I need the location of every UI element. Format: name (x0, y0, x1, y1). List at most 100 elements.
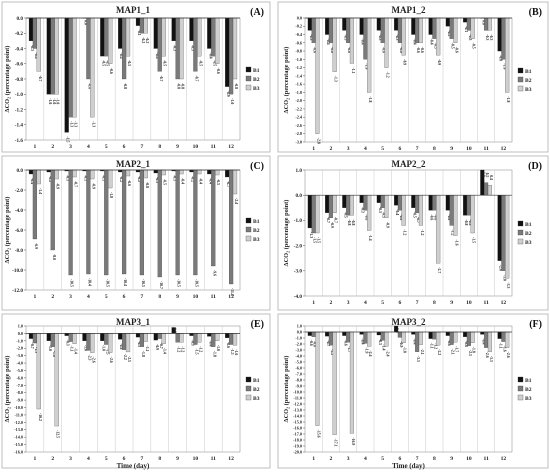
y-tick-label: -14.0 (293, 413, 302, 418)
bar-b1-day-2 (47, 333, 51, 340)
data-label: -0.8 (177, 83, 181, 89)
y-tick-label: -15.0 (293, 419, 302, 424)
x-tick-label: 9 (176, 456, 179, 462)
bar-b2-day-4 (363, 332, 367, 343)
data-label: -10.5 (194, 279, 198, 287)
x-tick-label: 6 (398, 146, 401, 152)
x-tick-label: 6 (398, 300, 401, 306)
data-label: -1.1 (351, 67, 355, 73)
data-label: -1.8 (368, 96, 372, 102)
y-tick-label: -2.0 (16, 346, 23, 351)
data-label: -1.0 (48, 98, 52, 104)
x-tick-label: 5 (381, 456, 384, 462)
bar-b1-day-1 (29, 18, 33, 41)
y-axis-title: ΔCO₂ (percentage point) (283, 47, 290, 114)
bar-b1-day-9 (446, 195, 450, 210)
legend-swatch-b2 (246, 76, 251, 81)
x-tick-label: 8 (158, 144, 161, 150)
bar-b1-day-8 (429, 195, 433, 210)
bar-b2-day-10 (467, 18, 471, 30)
y-tick-label: 1.0 (297, 323, 302, 328)
bar-b2-day-2 (51, 333, 55, 346)
data-label: 1.0 (481, 172, 485, 177)
bar-b2-day-1 (312, 195, 316, 233)
bar-b1-day-4 (360, 195, 364, 203)
panel-title: MAP1_1 (116, 5, 150, 15)
bar-b1-day-12 (225, 18, 229, 87)
y-tick-label: -1.2 (15, 107, 24, 113)
bar-b1-day-7 (136, 333, 140, 337)
data-label: -10.4 (123, 278, 127, 286)
bar-b1-day-5 (377, 195, 381, 203)
data-label: -1.8 (212, 351, 216, 357)
data-label: -12.5 (56, 430, 60, 438)
bar-b2-day-11 (211, 333, 215, 346)
bar-b3-day-12 (505, 18, 509, 92)
bar-b3-day-5 (108, 170, 112, 188)
chart-panel-6: MAP3_2(F)-20.0-19.0-18.0-17.0-16.0-15.0-… (278, 314, 548, 470)
data-label: -10.5 (105, 279, 109, 287)
data-label: -2.3 (468, 350, 472, 356)
data-label: -10.5 (177, 279, 181, 287)
bar-b1-day-7 (411, 195, 415, 208)
panel-letter: (E) (251, 319, 264, 330)
bar-b3-day-8 (436, 332, 440, 345)
data-label: -0.7 (159, 75, 163, 81)
legend-label-b2: B2 (525, 78, 532, 84)
x-tick-label: 3 (347, 456, 350, 462)
bar-b3-day-8 (436, 18, 440, 55)
bar-b3-day-10 (197, 170, 201, 174)
data-label: -2.6 (506, 352, 510, 358)
legend-swatch-b2 (518, 77, 523, 82)
data-label: -1.3 (74, 121, 78, 127)
data-label: -0.4 (430, 39, 434, 45)
y-tick-label: -1.6 (15, 138, 24, 144)
data-label: -1.2 (198, 346, 202, 352)
y-tick-label: -3.0 (294, 269, 303, 275)
bar-b2-day-1 (33, 333, 37, 343)
data-label: -1.6 (234, 349, 238, 355)
bar-b1-day-7 (136, 18, 140, 26)
data-label: 0.5 (485, 173, 489, 178)
x-tick-label: 11 (211, 456, 216, 462)
x-tick-label: 8 (433, 300, 436, 306)
data-label: -1.8 (472, 347, 476, 353)
x-tick-label: 10 (466, 146, 472, 152)
data-label: -0.7 (194, 75, 198, 81)
data-label: -0.5 (163, 179, 167, 185)
data-label: -2.6 (109, 357, 113, 363)
bar-b3-day-11 (215, 333, 219, 340)
bar-b1-day-11 (207, 170, 211, 174)
bar-b2-day-7 (415, 332, 419, 352)
bar-b2-day-11 (484, 18, 488, 30)
data-label: -0.8 (464, 219, 468, 225)
bar-b2-day-10 (193, 18, 197, 71)
bar-b1-day-7 (411, 18, 415, 35)
y-tick-label: -4.0 (16, 361, 23, 366)
x-tick-label: 11 (211, 144, 216, 150)
bar-b3-day-8 (162, 333, 166, 343)
legend-swatch-b1 (246, 67, 251, 72)
bar-b3-day-9 (454, 18, 458, 43)
bar-b3-day-2 (333, 195, 337, 213)
legend-swatch-b3 (246, 395, 251, 400)
y-tick-label: -8.0 (295, 377, 302, 382)
bar-b3-day-5 (108, 18, 112, 64)
y-tick-label: -13.0 (14, 427, 23, 432)
bar-b3-day-6 (402, 332, 406, 343)
x-tick-label: 12 (501, 456, 507, 462)
data-label: -0.6 (454, 47, 458, 53)
x-tick-label: 4 (364, 456, 367, 462)
bar-b2-day-5 (104, 18, 108, 56)
y-tick-label: -1.4 (295, 73, 303, 78)
data-label: -1.0 (230, 98, 234, 104)
y-tick-label: -2.0 (295, 341, 302, 346)
bar-b1-day-3 (342, 18, 346, 30)
data-label: -1.5 (194, 349, 198, 355)
data-label: -0.8 (181, 83, 185, 89)
x-tick-label: 1 (312, 300, 315, 306)
bar-b2-day-12 (501, 18, 505, 59)
x-tick-label: 3 (69, 294, 72, 300)
data-label: -1.3 (334, 76, 338, 82)
bar-b1-day-2 (325, 195, 329, 213)
